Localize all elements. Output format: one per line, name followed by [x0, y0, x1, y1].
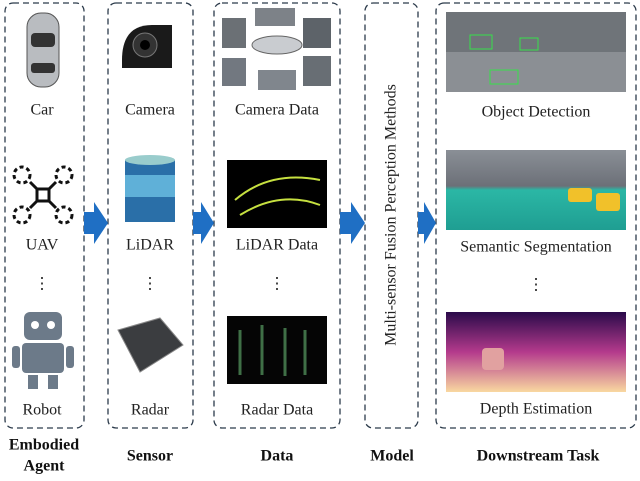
camera-icon [122, 25, 172, 68]
item-label: Radar [131, 402, 170, 419]
item-label: Camera Data [235, 102, 319, 119]
item-label: Depth Estimation [480, 401, 592, 418]
depth-thumb [446, 312, 626, 392]
radar-data-thumb [227, 316, 327, 384]
radar-icon [117, 317, 184, 373]
arrow [84, 202, 108, 244]
item-label: Semantic Segmentation [460, 239, 612, 256]
item-label: UAV [26, 237, 59, 254]
column-heading: Model [370, 448, 414, 465]
ellipsis: ⋮ [269, 276, 285, 293]
ellipsis: ⋮ [528, 277, 544, 294]
item-label: Radar Data [241, 402, 313, 419]
column-heading: Data [261, 448, 294, 465]
uav-icon [12, 165, 74, 225]
item-label: Object Detection [482, 104, 591, 121]
camera-data-thumbs [222, 8, 331, 90]
column-heading: Downstream Task [477, 448, 600, 465]
object-detection-thumb [446, 12, 626, 92]
car-icon [26, 12, 60, 88]
column-heading: Embodied [9, 437, 79, 454]
item-label: LiDAR Data [236, 237, 318, 254]
item-label: Robot [22, 402, 62, 419]
arrow [340, 202, 365, 244]
model-label: Multi-sensor Fusion Perception Methods [383, 84, 400, 346]
arrow [193, 202, 214, 244]
item-label: Car [30, 102, 54, 119]
data-box [213, 2, 341, 429]
column-heading: Agent [24, 458, 66, 475]
radar-points [238, 325, 307, 376]
arrow [418, 202, 436, 244]
lidar-icon [125, 155, 175, 222]
task-box [435, 2, 637, 429]
agent-box [4, 2, 85, 429]
item-label: LiDAR [126, 237, 174, 254]
ellipsis: ⋮ [34, 276, 50, 293]
ellipsis: ⋮ [142, 276, 158, 293]
lidar-points [234, 176, 321, 216]
robot-icon [12, 312, 74, 389]
column-heading: Sensor [127, 448, 173, 465]
segmentation-thumb [446, 150, 626, 230]
item-label: Camera [125, 102, 175, 119]
